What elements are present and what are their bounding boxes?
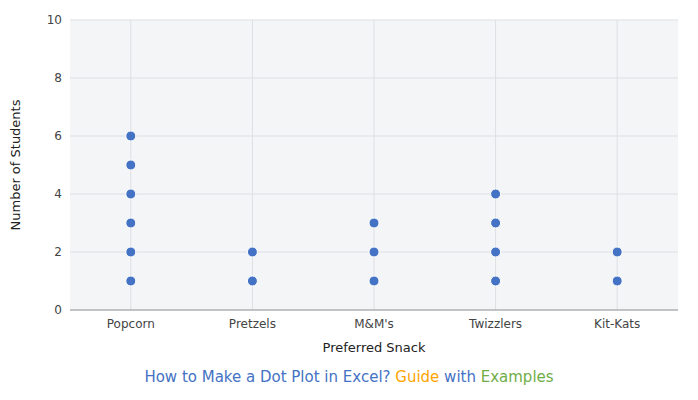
dot xyxy=(491,189,501,199)
dot xyxy=(126,247,136,257)
dot xyxy=(369,276,379,286)
x-tick-label: M&M's xyxy=(354,317,394,331)
y-tick-label: 0 xyxy=(54,303,62,317)
dot xyxy=(491,218,501,228)
grid xyxy=(70,20,678,310)
y-tick-label: 4 xyxy=(54,187,62,201)
x-axis-line xyxy=(70,310,678,311)
y-tick-label: 6 xyxy=(54,129,62,143)
dot xyxy=(491,276,501,286)
dot xyxy=(612,276,622,286)
chart-svg: 0 2 4 6 8 10 Popcorn Pretzels M&M's Twizzlers Kit-… xyxy=(0,0,698,400)
x-grid-line xyxy=(374,20,375,310)
x-grid-line xyxy=(617,20,618,310)
dot xyxy=(247,276,257,286)
y-grid-line xyxy=(70,310,678,311)
y-tick-label: 8 xyxy=(54,71,62,85)
dot xyxy=(612,247,622,257)
chart-container: 0 2 4 6 8 10 Popcorn Pretzels M&M's Twizzlers Kit-… xyxy=(0,0,698,400)
title: How to Make a Dot Plot in Excel? Guide w… xyxy=(144,368,553,386)
plot-background xyxy=(70,20,678,310)
title-part: Examples xyxy=(476,368,554,386)
dot xyxy=(126,160,136,170)
title-part: with xyxy=(439,368,476,386)
x-tick-label: Popcorn xyxy=(107,317,155,331)
y-tick-label: 10 xyxy=(47,13,62,27)
x-axis-label: Preferred Snack xyxy=(323,340,426,355)
x-grid-line xyxy=(252,20,253,310)
x-tick-label: Kit-Kats xyxy=(594,317,640,331)
title-part: Guide xyxy=(391,368,440,386)
x-tick-label: Pretzels xyxy=(229,317,276,331)
dot xyxy=(126,131,136,141)
dot xyxy=(126,189,136,199)
dot xyxy=(369,247,379,257)
dot xyxy=(126,276,136,286)
y-tick-label: 2 xyxy=(54,245,62,259)
dot xyxy=(491,247,501,257)
x-tick-label: Twizzlers xyxy=(468,317,522,331)
y-axis-label: Number of Students xyxy=(8,99,23,230)
dot xyxy=(126,218,136,228)
dot xyxy=(369,218,379,228)
title-part: How to Make a Dot Plot in Excel? xyxy=(144,368,390,386)
x-grid-line xyxy=(495,20,496,310)
dots xyxy=(126,131,622,286)
dot xyxy=(247,247,257,257)
